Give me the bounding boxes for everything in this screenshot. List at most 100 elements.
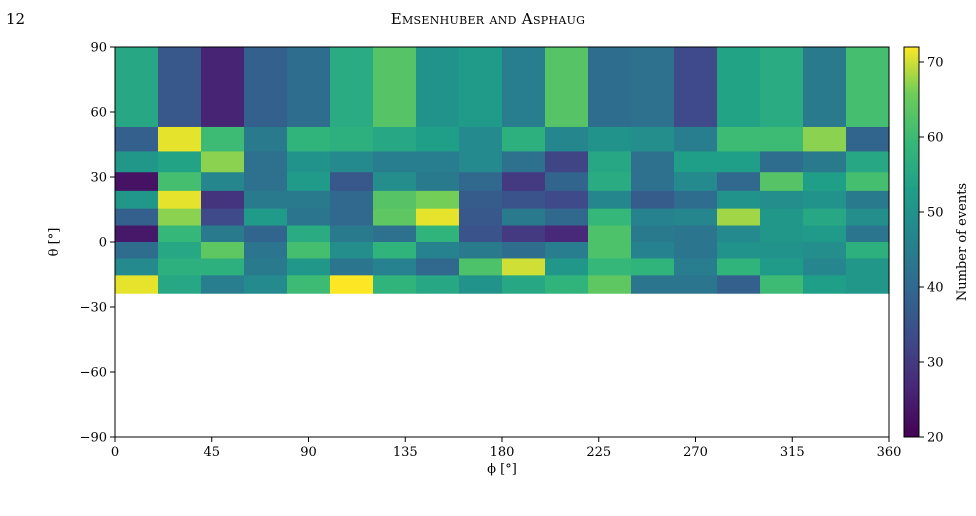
heatmap-cell	[287, 172, 331, 192]
heatmap-cell	[588, 208, 632, 227]
x-tick-label: 225	[586, 445, 611, 460]
heatmap-cell	[330, 172, 374, 192]
heatmap-cell	[244, 275, 288, 294]
x-tick-label: 90	[300, 445, 317, 460]
heatmap-cell	[244, 258, 288, 276]
y-axis-label: θ [°]	[47, 228, 62, 257]
heatmap-cell	[674, 208, 718, 227]
heatmap-cell	[588, 242, 632, 260]
heatmap-cell	[416, 242, 460, 260]
heatmap-cell	[158, 47, 202, 128]
heatmap-cell	[717, 190, 761, 210]
heatmap-cell	[588, 258, 632, 276]
heatmap-cell	[287, 225, 331, 243]
heatmap-cell	[373, 208, 417, 227]
heatmap-cell	[545, 258, 589, 276]
heatmap-cell	[502, 151, 546, 173]
heatmap-cell	[588, 47, 632, 128]
heatmap-cell	[760, 172, 804, 192]
heatmap-cell	[244, 242, 288, 260]
heatmap-cell	[244, 190, 288, 210]
heatmap-cell	[373, 126, 417, 153]
heatmap-cell	[760, 208, 804, 227]
heatmap-cell	[330, 208, 374, 227]
x-tick-label: 270	[683, 445, 708, 460]
heatmap-cell	[373, 47, 417, 128]
heatmap-cell	[330, 258, 374, 276]
heatmap-cell	[588, 126, 632, 153]
heatmap-cell	[459, 172, 503, 192]
colorbar-label: Number of events	[955, 183, 970, 301]
x-tick-label: 180	[490, 445, 515, 460]
heatmap-cell	[545, 151, 589, 173]
y-tick-label: −60	[80, 366, 107, 381]
heatmap-cell	[287, 258, 331, 276]
x-axis-ticks: 0 45 90 135 180 225 270 315 360	[111, 437, 901, 460]
heatmap-cell	[588, 172, 632, 192]
heatmap-cell	[545, 242, 589, 260]
y-tick-label: 90	[90, 41, 107, 56]
heatmap-cell	[502, 126, 546, 153]
colorbar-tick-label: 20	[927, 431, 944, 446]
heatmap-cell	[846, 242, 890, 260]
heatmap-cell	[545, 208, 589, 227]
heatmap-cell	[201, 126, 245, 153]
x-tick-label: 45	[203, 445, 220, 460]
heatmap-cell	[846, 172, 890, 192]
heatmap-cell	[846, 258, 890, 276]
heatmap-cell	[803, 258, 847, 276]
heatmap-cells	[115, 47, 890, 294]
heatmap-cell	[846, 47, 890, 128]
x-axis-label: ϕ [°]	[487, 462, 517, 477]
heatmap-cell	[158, 275, 202, 294]
heatmap-cell	[717, 126, 761, 153]
heatmap-cell	[674, 172, 718, 192]
heatmap-cell	[459, 126, 503, 153]
heatmap-cell	[330, 151, 374, 173]
heatmap-cell	[330, 275, 374, 294]
x-tick-label: 135	[393, 445, 418, 460]
x-tick-label: 315	[780, 445, 805, 460]
heatmap-cell	[717, 242, 761, 260]
heatmap-cell	[846, 151, 890, 173]
heatmap-cell	[459, 275, 503, 294]
heatmap-cell	[115, 242, 159, 260]
y-tick-label: 60	[90, 106, 107, 121]
y-tick-label: −90	[80, 431, 107, 446]
colorbar-tick-label: 50	[927, 206, 944, 221]
heatmap-cell	[760, 47, 804, 128]
y-axis-ticks: −90 −60 −30 0 30 60 90	[80, 41, 115, 446]
colorbar-tick-label: 30	[927, 356, 944, 371]
heatmap-cell	[373, 258, 417, 276]
y-tick-label: 30	[90, 171, 107, 186]
heatmap-cell	[158, 126, 202, 153]
heatmap-cell	[502, 208, 546, 227]
heatmap-cell	[115, 151, 159, 173]
heatmap-cell	[459, 208, 503, 227]
heatmap-cell	[459, 258, 503, 276]
x-tick-label: 0	[111, 445, 119, 460]
heatmap-cell	[717, 225, 761, 243]
heatmap-cell	[631, 47, 675, 128]
heatmap-cell	[459, 190, 503, 210]
heatmap-cell	[674, 242, 718, 260]
heatmap-cell	[674, 225, 718, 243]
heatmap-cell	[674, 47, 718, 128]
colorbar-ticks: 20 30 40 50 60 70	[919, 56, 944, 446]
heatmap-cell	[158, 151, 202, 173]
heatmap-cell	[115, 208, 159, 227]
heatmap-cell	[244, 172, 288, 192]
y-tick-label: −30	[80, 301, 107, 316]
heatmap-cell	[502, 275, 546, 294]
heatmap-cell	[588, 151, 632, 173]
heatmap-cell	[803, 225, 847, 243]
heatmap-cell	[803, 172, 847, 192]
heatmap-cell	[803, 126, 847, 153]
heatmap-cell	[803, 190, 847, 210]
heatmap-cell	[674, 258, 718, 276]
heatmap-cell	[287, 242, 331, 260]
heatmap-cell	[760, 258, 804, 276]
heatmap-cell	[674, 190, 718, 210]
heatmap-cell	[631, 208, 675, 227]
heatmap-cell	[287, 151, 331, 173]
